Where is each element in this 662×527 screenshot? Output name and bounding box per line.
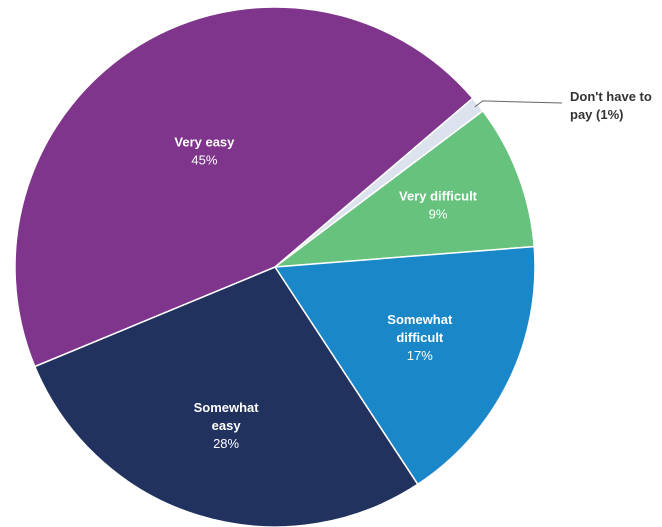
pie-slice-very-easy — [14, 6, 474, 368]
slice-label-line: Don't have to — [570, 89, 652, 104]
slice-label-somewhat-easy: Somewhat easy 28% — [194, 400, 260, 451]
leader-line-don-t-have-to-pay — [474, 100, 563, 108]
slice-category-text: Very difficult — [399, 188, 478, 203]
slice-label-line: pay (1%) — [570, 107, 623, 122]
slice-category-text: Somewhat — [387, 312, 453, 327]
slice-label-somewhat-difficult: Somewhat difficult 17% — [387, 312, 453, 363]
slice-category-text: easy — [212, 418, 242, 433]
slice-category-text: difficult — [396, 330, 444, 345]
pie-slices — [14, 6, 536, 527]
slice-value-text: 45% — [191, 153, 217, 168]
slice-category-text: Very easy — [174, 135, 235, 150]
slice-label-very-difficult: Very difficult 9% — [399, 188, 478, 221]
pie-labels: Don't have to pay (1%) Very difficult 9% Som… — [174, 89, 651, 451]
pie-slice-very-difficult — [272, 109, 536, 268]
pie-slice-somewhat-easy — [33, 266, 419, 527]
pie-slice-somewhat-difficult — [273, 245, 536, 486]
slice-label-very-easy: Very easy 45% — [174, 135, 235, 168]
slice-category-text: Somewhat — [194, 400, 260, 415]
slice-label-don-t-have-to-pay: Don't have to pay (1%) — [570, 89, 652, 122]
slice-value-text: 17% — [407, 348, 433, 363]
slice-value-text: 28% — [213, 436, 239, 451]
slice-value-text: 9% — [429, 206, 448, 221]
